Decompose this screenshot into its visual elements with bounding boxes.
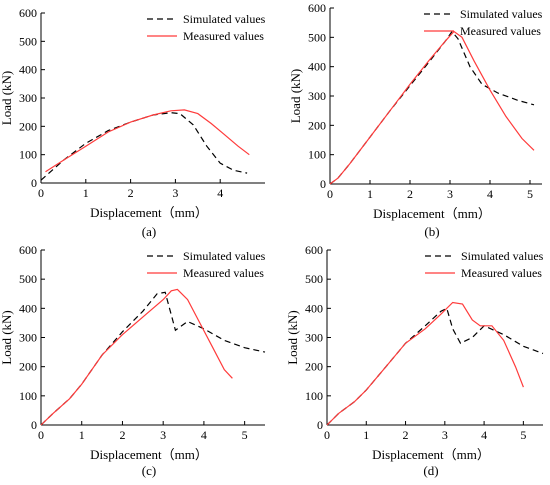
legend-label: Measured values: [460, 24, 541, 38]
series-line: [326, 307, 544, 426]
x-tick-label: 5: [527, 187, 533, 201]
legend-label: Simulated values: [460, 7, 543, 21]
x-tick-label: 4: [481, 428, 487, 442]
y-tick-label: 100: [19, 389, 37, 403]
x-tick-label: 0: [38, 428, 44, 442]
x-tick-label: 0: [324, 428, 330, 442]
x-tick-label: 1: [79, 428, 85, 442]
x-axis-label: Displacement（mm）: [90, 447, 208, 462]
y-tick-label: 400: [19, 63, 37, 77]
series-line: [329, 30, 535, 185]
x-axis-label: Displacement（mm）: [90, 205, 208, 220]
x-tick-label: 3: [442, 428, 448, 442]
x-tick-label: 5: [520, 428, 526, 442]
y-tick-label: 0: [317, 418, 323, 432]
x-tick-label: 1: [367, 187, 373, 201]
y-tick-label: 300: [308, 89, 326, 103]
y-tick-label: 600: [19, 6, 37, 20]
panel-label: (c): [142, 463, 156, 478]
legend-label: Measured values: [183, 266, 264, 280]
legend-label: Simulated values: [183, 12, 266, 26]
series-line: [40, 112, 248, 181]
y-tick-label: 200: [19, 119, 37, 133]
x-tick-label: 4: [487, 187, 493, 201]
y-tick-label: 400: [19, 301, 37, 315]
x-tick-label: 3: [172, 186, 178, 200]
x-tick-label: 0: [327, 187, 333, 201]
x-tick-label: 4: [201, 428, 207, 442]
chart-panel: 0 100 200 300 400 500 600 0 1 2 3 4 5 Displacement（mm…: [288, 1, 543, 239]
x-tick-label: 2: [407, 187, 413, 201]
y-tick-label: 300: [19, 91, 37, 105]
y-tick-label: 300: [19, 331, 37, 345]
legend-label: Measured values: [461, 266, 542, 280]
x-tick-label: 2: [128, 186, 134, 200]
y-axis-label: Load (kN): [0, 310, 14, 365]
y-tick-label: 600: [305, 243, 323, 257]
y-tick-label: 200: [305, 360, 323, 374]
y-tick-label: 500: [308, 30, 326, 44]
series-line: [329, 30, 535, 185]
y-tick-label: 0: [320, 177, 326, 191]
x-tick-label: 3: [160, 428, 166, 442]
legend-label: Simulated values: [183, 249, 266, 263]
x-tick-label: 5: [242, 428, 248, 442]
y-tick-label: 200: [19, 360, 37, 374]
y-tick-label: 500: [19, 34, 37, 48]
y-tick-label: 500: [305, 272, 323, 286]
series-line: [40, 288, 233, 426]
y-tick-label: 200: [308, 118, 326, 132]
x-tick-label: 0: [38, 186, 44, 200]
series-line: [45, 109, 250, 173]
panel-label: (b): [424, 224, 439, 239]
y-tick-label: 100: [308, 148, 326, 162]
x-tick-label: 2: [119, 428, 125, 442]
x-tick-label: 1: [83, 186, 89, 200]
x-tick-label: 1: [363, 428, 369, 442]
chart-panel: 0 100 200 300 400 500 600 0 1 2 3 4 Displacement（mm）…: [0, 6, 266, 239]
y-axis-label: Load (kN): [285, 310, 300, 365]
x-tick-label: 3: [447, 187, 453, 201]
x-tick-label: 4: [217, 186, 223, 200]
chart-panel: 0 100 200 300 400 500 600 0 1 2 3 4 5 Displacement（mm…: [285, 243, 544, 478]
x-axis-label: Displacement（mm）: [373, 206, 491, 221]
y-axis-label: Load (kN): [288, 69, 303, 124]
legend-label: Measured values: [183, 29, 264, 43]
y-tick-label: 0: [31, 176, 37, 190]
x-axis-label: Displacement（mm）: [372, 447, 490, 462]
legend-label: Simulated values: [461, 249, 544, 263]
y-tick-label: 0: [31, 418, 37, 432]
y-axis-label: Load (kN): [0, 71, 14, 126]
panel-label: (d): [423, 463, 438, 478]
panel-label: (a): [142, 224, 156, 239]
y-tick-label: 400: [308, 60, 326, 74]
y-tick-label: 100: [19, 148, 37, 162]
y-tick-label: 500: [19, 272, 37, 286]
series-line: [40, 291, 266, 426]
y-tick-label: 300: [305, 331, 323, 345]
y-tick-label: 400: [305, 301, 323, 315]
y-tick-label: 100: [305, 389, 323, 403]
series-line: [326, 301, 524, 426]
y-tick-label: 600: [308, 1, 326, 15]
y-tick-label: 600: [19, 243, 37, 257]
x-tick-label: 2: [403, 428, 409, 442]
chart-panel: 0 100 200 300 400 500 600 0 1 2 3 4 5 Displacement（mm…: [0, 243, 266, 478]
